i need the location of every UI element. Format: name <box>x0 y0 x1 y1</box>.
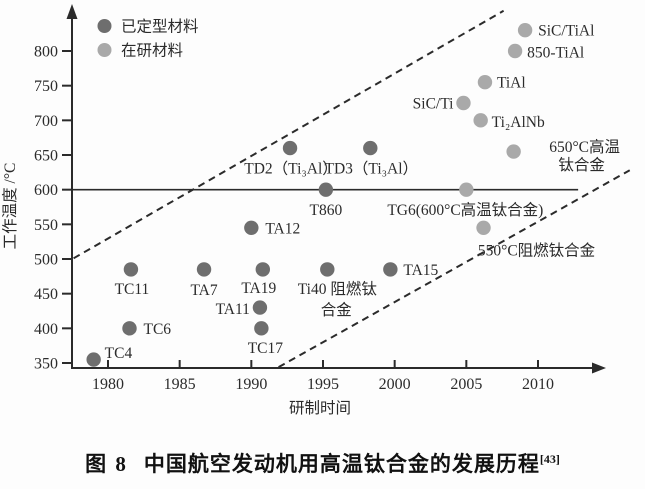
legend-item-label: 在研材料 <box>121 42 183 60</box>
data-point <box>122 321 137 336</box>
data-point <box>476 220 491 236</box>
data-point-label: SiC/Ti <box>413 96 454 113</box>
y-tick-label: 450 <box>34 286 58 303</box>
y-tick-label: 400 <box>34 321 58 338</box>
data-point-label: SiC/TiAl <box>538 23 594 40</box>
data-point-label: TA11 <box>216 301 250 318</box>
x-axis-arrow-icon <box>592 362 606 374</box>
data-point <box>254 321 269 336</box>
y-tick-label: 550 <box>34 217 58 234</box>
data-point-label: 650°C高温 <box>549 138 620 156</box>
data-point <box>282 140 298 156</box>
data-point-label: TA12 <box>265 220 300 237</box>
x-tick-label: 1980 <box>92 376 124 393</box>
data-point-label: TA15 <box>403 262 438 279</box>
data-point-label: TC17 <box>248 340 284 357</box>
data-point-label: 850-TiAl <box>527 45 584 62</box>
data-point <box>318 182 334 197</box>
data-point <box>477 75 493 90</box>
y-tick-label: 500 <box>34 252 58 269</box>
x-tick-label: 2005 <box>450 376 482 393</box>
data-point-label: 合金 <box>321 301 353 319</box>
data-point-label: TiAl <box>497 75 526 92</box>
data-point-label: TD3（Ti₃Al） <box>325 161 419 178</box>
y-tick-label: 600 <box>34 182 58 199</box>
x-tick-label: 1990 <box>235 376 267 393</box>
data-point-label: TA19 <box>241 280 276 297</box>
data-point <box>86 352 101 367</box>
data-point-label: Ti40 阻燃钛 <box>298 280 378 298</box>
figure-caption-index: 图 8 <box>85 452 128 476</box>
data-point <box>244 220 259 236</box>
data-point-label: T860 <box>310 202 343 219</box>
trend-band-upper-line <box>73 9 505 260</box>
y-tick-label: 750 <box>34 78 58 95</box>
data-point <box>517 23 533 38</box>
data-point-label: 钛合金 <box>558 156 605 174</box>
data-point <box>459 182 474 197</box>
data-point <box>473 113 488 128</box>
figure-caption-reference: [43] <box>539 452 560 466</box>
figure-caption: 图 8 中国航空发动机用高温钛合金的发展历程[43] <box>0 448 645 478</box>
legend-marker-in_research <box>97 43 112 57</box>
legend-item-label: 已定型材料 <box>121 18 199 36</box>
data-point <box>252 300 268 315</box>
data-point <box>456 95 471 111</box>
y-tick-label: 700 <box>34 113 58 130</box>
y-tick-label: 650 <box>34 148 58 165</box>
data-point <box>363 140 378 156</box>
y-axis-title: 工作温度 /°C <box>1 163 19 250</box>
x-tick-label: 1995 <box>307 376 339 393</box>
data-point <box>320 262 335 277</box>
data-point-label: TC4 <box>105 345 133 362</box>
data-point <box>196 262 212 277</box>
legend-marker-finalized <box>97 19 112 33</box>
chart-canvas: 350 400 450 500 550 600 650 700 750 800 1980 1985 19… <box>1 4 631 417</box>
data-point-label: TA7 <box>190 282 217 299</box>
data-point <box>123 262 139 277</box>
data-point <box>506 144 521 159</box>
data-point-label: TC6 <box>143 321 171 338</box>
data-point-label: TG6(600°C高温钛合金) <box>387 201 543 219</box>
data-point-label: 550°C阻燃钛合金 <box>478 241 596 259</box>
data-point-label: TD2（Ti₃Al） <box>244 161 338 178</box>
figure-caption-title: 中国航空发动机用高温钛合金的发展历程 <box>143 452 540 476</box>
y-tick-label: 800 <box>34 44 58 61</box>
data-point <box>255 262 270 277</box>
x-tick-label: 1985 <box>164 376 196 393</box>
x-tick-label: 2000 <box>379 376 411 393</box>
x-axis-title: 研制时间 <box>289 399 351 417</box>
x-tick-label: 2010 <box>522 376 554 393</box>
y-axis-arrow-icon <box>66 4 78 19</box>
data-point-label: Ti₂AlNb <box>492 114 545 131</box>
data-point-label: TC11 <box>115 281 150 298</box>
y-tick-label: 350 <box>34 356 58 373</box>
data-point <box>383 262 398 277</box>
data-point <box>507 43 523 59</box>
